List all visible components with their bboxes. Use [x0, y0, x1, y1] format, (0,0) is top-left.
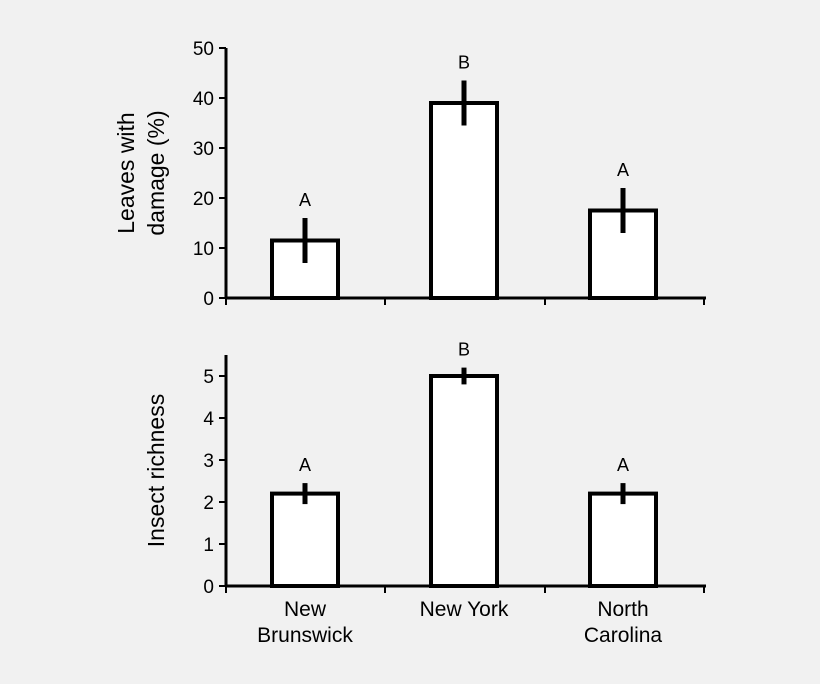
y-tick-label: 10	[193, 239, 214, 260]
y-tick-label: 4	[203, 409, 214, 430]
y-axis-title: damage (%)	[143, 110, 169, 235]
y-axis-title: Insect richness	[143, 394, 169, 547]
bar-new-york	[429, 101, 499, 300]
y-tick-label: 5	[203, 367, 214, 388]
significance-label: B	[458, 53, 470, 73]
y-tick-label: 40	[193, 89, 214, 110]
bar-new-york	[429, 374, 499, 588]
y-tick-label: 30	[193, 139, 214, 160]
significance-label: A	[617, 160, 629, 180]
bar-new-brunswick	[270, 491, 340, 589]
x-category-label: New	[284, 598, 327, 621]
x-category-label: North	[597, 598, 648, 621]
x-category-label: Carolina	[584, 624, 663, 647]
y-tick-label: 20	[193, 189, 214, 210]
significance-label: A	[299, 455, 311, 475]
y-tick-label: 3	[203, 451, 214, 472]
y-tick-label: 50	[193, 39, 214, 60]
x-category-label: New York	[420, 598, 509, 621]
y-tick-label: 0	[203, 577, 214, 598]
x-category-label: Brunswick	[257, 624, 353, 647]
significance-label: A	[617, 455, 629, 475]
y-tick-label: 1	[203, 535, 214, 556]
significance-label: B	[458, 340, 470, 360]
y-tick-label: 0	[203, 289, 214, 310]
y-tick-label: 2	[203, 493, 214, 514]
bar-north-carolina	[588, 491, 658, 589]
significance-label: A	[299, 190, 311, 210]
y-axis-title: Leaves with	[113, 112, 139, 233]
